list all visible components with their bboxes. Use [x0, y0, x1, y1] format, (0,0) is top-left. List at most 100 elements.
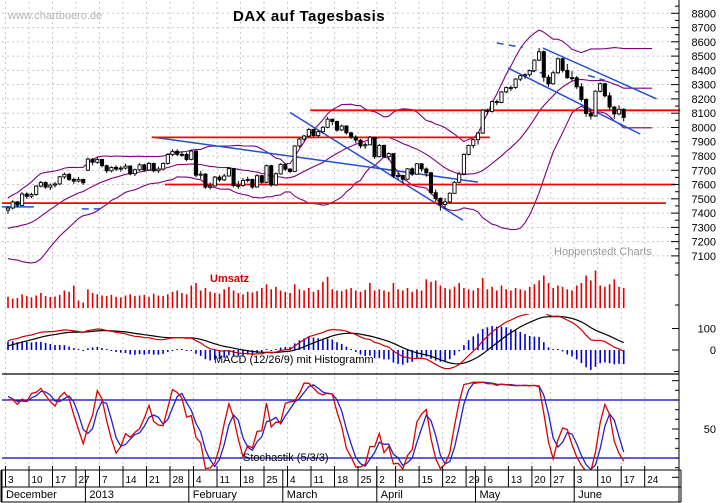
candle-body	[353, 136, 358, 141]
candle-body	[212, 176, 217, 187]
candle-body	[396, 175, 401, 177]
candle-body	[433, 192, 438, 199]
candle-body	[349, 132, 354, 138]
week-label: 3	[8, 475, 14, 486]
candle-body	[85, 158, 90, 171]
week-label: 27	[79, 475, 91, 486]
candle-body	[579, 86, 584, 100]
month-label: May	[480, 489, 501, 501]
candle-body	[52, 183, 58, 186]
week-label: 18	[243, 475, 255, 486]
candle-body	[532, 59, 537, 72]
candle-body	[226, 168, 231, 177]
candle-body	[62, 173, 67, 178]
week-label: 10	[32, 475, 44, 486]
candle-body	[372, 136, 377, 158]
support-resistance	[2, 109, 681, 205]
candle-body	[104, 165, 109, 172]
candle-body	[602, 83, 607, 97]
candle-body	[278, 163, 283, 175]
candle-body	[424, 168, 429, 174]
candle-body	[400, 175, 405, 180]
candle-body	[466, 144, 471, 155]
candle-body	[475, 132, 481, 141]
candle-body	[231, 168, 236, 187]
bollinger-bands	[7, 29, 652, 264]
candle-body	[522, 74, 528, 77]
week-label: 3	[577, 475, 583, 486]
volume-label: Umsatz	[210, 273, 250, 285]
week-label: 14	[126, 475, 138, 486]
candle-body	[137, 164, 142, 171]
candle-body	[546, 76, 551, 85]
candle-body	[405, 168, 410, 180]
candle-body	[316, 131, 321, 137]
stochastic-pane	[7, 381, 625, 470]
month-label: December	[6, 489, 57, 501]
candle-body	[34, 185, 39, 195]
week-label: 21	[149, 475, 161, 486]
volume-pane	[7, 270, 625, 308]
price-tick-label: 8300	[692, 80, 716, 92]
price-tick-label: 8800	[692, 8, 716, 20]
candle-body	[537, 51, 542, 61]
month-label: June	[578, 489, 602, 501]
week-label: 25	[361, 475, 373, 486]
candle-body	[339, 125, 344, 131]
candle-body	[527, 70, 532, 76]
candle-body	[128, 165, 133, 175]
candle-body	[358, 139, 363, 147]
week-label: 28	[173, 475, 185, 486]
week-label: 6	[487, 475, 493, 486]
candle-body	[461, 153, 466, 175]
price-tick-label: 8400	[692, 65, 716, 77]
candle-body	[198, 173, 203, 176]
week-label: 27	[553, 475, 565, 486]
candle-body	[170, 150, 175, 156]
candle-body	[612, 106, 617, 115]
candle-body	[29, 194, 34, 197]
price-tick-label: 7400	[692, 208, 716, 220]
price-tick-label: 8200	[692, 94, 716, 106]
candle-body	[118, 167, 123, 170]
candle-body	[438, 197, 443, 205]
week-label: 13	[511, 475, 523, 486]
candle-body	[193, 150, 199, 176]
month-label: February	[193, 489, 238, 501]
candle-body	[584, 99, 589, 114]
candle-body	[494, 101, 499, 104]
candle-body	[67, 173, 72, 180]
price-tick-label: 7500	[692, 194, 716, 206]
stochastic-label: Stochastik (5/3/3)	[243, 452, 329, 464]
candle-body	[48, 184, 53, 188]
candle-body	[419, 163, 424, 170]
price-pane	[5, 48, 626, 214]
candle-body	[344, 125, 349, 134]
candle-body	[485, 109, 490, 112]
week-label: 10	[600, 475, 612, 486]
candle-body	[175, 150, 180, 155]
candle-body	[156, 168, 161, 172]
trend-line	[542, 47, 657, 100]
candle-body	[38, 182, 43, 187]
x-axis: 3 10 17 27 7 14 21 28 4 11 18 25 4 11 18 25 2 8 15 22 29 6 13 2…	[0, 466, 682, 503]
candle-body	[569, 77, 575, 80]
candle-body	[24, 193, 29, 197]
week-label: 11	[220, 475, 231, 486]
trend-line	[496, 42, 523, 49]
candle-body	[513, 78, 518, 88]
candle-body	[20, 193, 25, 206]
candle-body	[259, 175, 264, 183]
candle-body	[114, 166, 119, 170]
candle-body	[508, 87, 513, 89]
candle-body	[471, 139, 476, 146]
candle-body	[179, 153, 184, 156]
candle-body	[555, 58, 560, 74]
candle-body	[504, 87, 509, 93]
candle-body	[428, 172, 434, 194]
candle-body	[245, 178, 250, 181]
week-label: 7	[102, 475, 108, 486]
candle-body	[367, 136, 372, 146]
page-title: DAX auf Tagesbasis	[233, 8, 386, 25]
